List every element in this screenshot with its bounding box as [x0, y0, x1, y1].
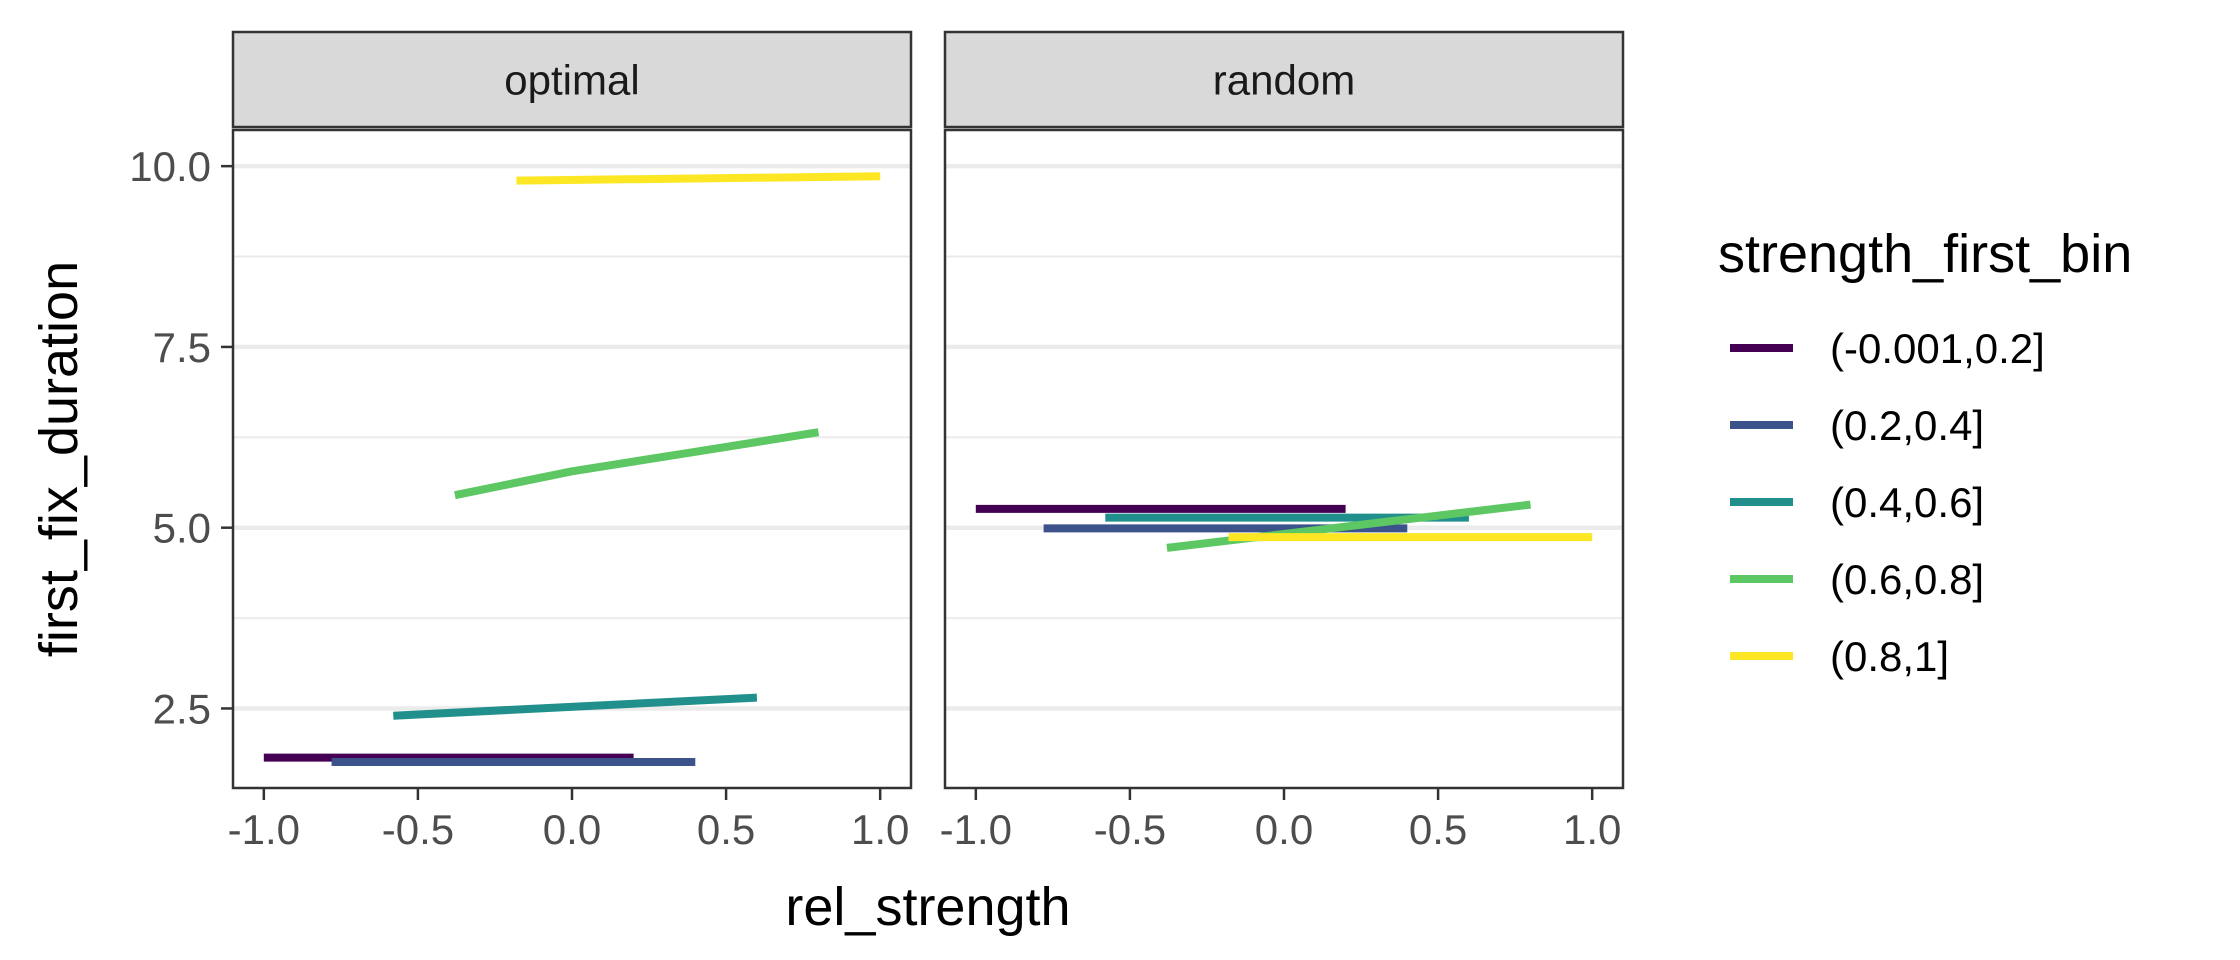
- facet-panel-optimal: optimal -1.0 -0.5 0.0 0.5 1.0: [228, 30, 913, 853]
- y-tick-label: 2.5: [153, 685, 211, 732]
- x-tick-label: 0.0: [543, 806, 601, 853]
- x-tick-label: -1.0: [228, 806, 300, 853]
- legend-label: (0.8,1]: [1830, 633, 1949, 680]
- legend-label: (0.4,0.6]: [1830, 479, 1984, 526]
- series-line-(0.6,0.8]: [1166, 500, 1531, 552]
- facet-strip-label: random: [1213, 57, 1355, 104]
- y-tick-label: 10.0: [129, 143, 211, 190]
- x-tick-label: 0.0: [1255, 806, 1313, 853]
- x-tick-label: 0.5: [697, 806, 755, 853]
- legend-label: (0.2,0.4]: [1830, 402, 1984, 449]
- series-line-(0.8,1]: [516, 172, 881, 185]
- y-tick-label: 5.0: [153, 505, 211, 552]
- x-tick-label: -0.5: [1094, 806, 1166, 853]
- legend-title: strength_first_bin: [1718, 224, 2132, 284]
- legend: strength_first_bin (-0.001,0.2] (0.2,0.4] (…: [1718, 224, 2132, 680]
- facet-strip: [943, 30, 1625, 129]
- x-tick-label: -1.0: [940, 806, 1012, 853]
- plot-background: [945, 130, 1623, 788]
- x-tick-label: 0.5: [1409, 806, 1467, 853]
- x-axis-title: rel_strength: [785, 877, 1070, 937]
- facet-strip: [231, 30, 913, 129]
- x-tick-label: -0.5: [382, 806, 454, 853]
- y-tick-label: 7.5: [153, 324, 211, 371]
- series-line-(0.6,0.8]: [454, 428, 820, 500]
- facet-panel-random: random -1.0 -0.5 0.0 0.5 1.0: [940, 30, 1625, 853]
- x-tick-label: 1.0: [851, 806, 909, 853]
- plot-background: [233, 130, 911, 788]
- legend-label: (-0.001,0.2]: [1830, 325, 2045, 372]
- series-line-(0.4,0.6]: [393, 693, 758, 720]
- facet-strip-label: optimal: [504, 57, 639, 104]
- legend-label: (0.6,0.8]: [1830, 556, 1984, 603]
- y-axis-title: first_fix_duration: [29, 261, 89, 657]
- x-tick-label: 1.0: [1563, 806, 1621, 853]
